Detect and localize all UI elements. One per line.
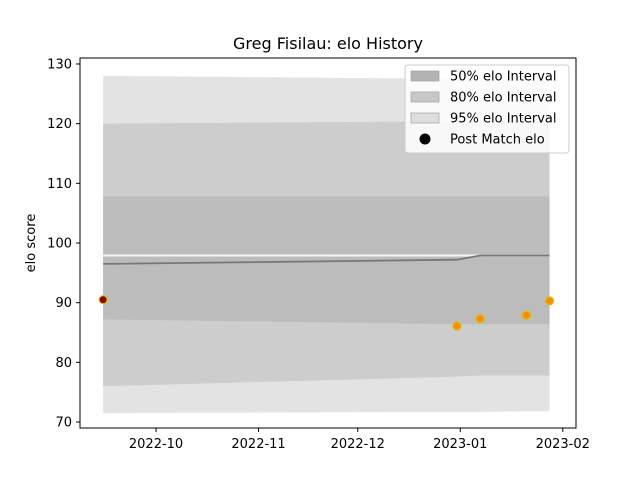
- legend-box: [404, 64, 570, 154]
- legend-swatch: [410, 112, 440, 124]
- mean-elo-line: [103, 254, 550, 265]
- legend-label: Post Match elo: [450, 133, 545, 148]
- x-tick-label: 2022-12: [331, 437, 385, 452]
- y-tick-label: 120: [47, 117, 72, 132]
- y-tick-label: 130: [47, 57, 72, 72]
- axes: 70 80 90 100 110 120 130 2022-10 2022-11 2022-12 2…: [47, 57, 590, 452]
- post-match-point: [521, 310, 532, 320]
- legend-label: 80% elo Interval: [450, 91, 557, 106]
- x-tick-label: 2022-11: [231, 437, 285, 452]
- y-tick-label: 90: [55, 296, 72, 311]
- x-tick-label: 2023-01: [433, 437, 487, 452]
- post-match-point: [475, 314, 485, 324]
- legend-swatch: [410, 70, 440, 82]
- legend-label: 50% elo Interval: [450, 70, 557, 85]
- post-match-point: [98, 295, 108, 305]
- interval-bands: [103, 75, 550, 414]
- mean-lines: [103, 254, 550, 265]
- legend-marker: [419, 133, 431, 145]
- y-tick-label: 110: [47, 177, 72, 192]
- post-match-point: [544, 296, 555, 306]
- legend: 50% elo Interval 80% elo Interval 95% elo …: [404, 64, 570, 154]
- legend-label: 95% elo Interval: [450, 112, 557, 127]
- post-match-point: [452, 321, 462, 331]
- y-tick-label: 80: [55, 356, 72, 371]
- y-tick-label: 100: [47, 237, 72, 252]
- band-50-interval: [103, 196, 550, 325]
- y-tick-label: 70: [55, 416, 72, 431]
- legend-swatch: [410, 91, 440, 103]
- x-tick-label: 2023-02: [536, 437, 590, 452]
- y-axis-label: elo score: [24, 214, 39, 273]
- x-tick-label: 2022-10: [129, 437, 183, 452]
- post-match-points: [98, 295, 555, 331]
- chart-title: Greg Fisilau: elo History: [233, 34, 423, 53]
